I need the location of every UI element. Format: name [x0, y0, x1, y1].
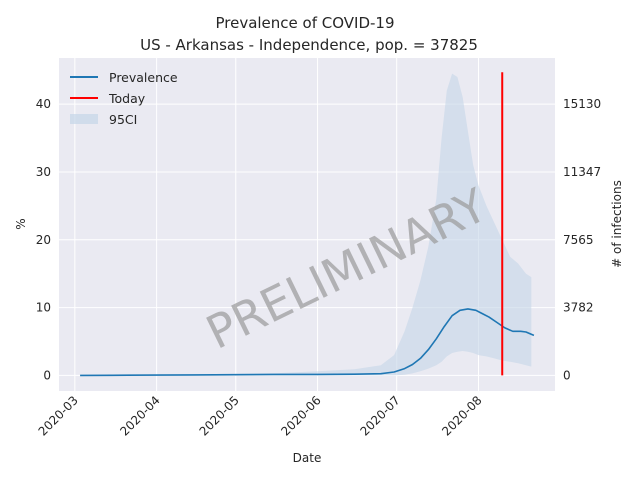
- legend: Prevalence Today 95CI: [70, 70, 178, 127]
- ci-band: [80, 73, 532, 376]
- x-tick-label: 2020-06: [278, 393, 323, 438]
- x-tick-label: 2020-05: [197, 393, 242, 438]
- x-axis-label: Date: [293, 451, 322, 465]
- chart-title: Prevalence of COVID-19: [215, 14, 394, 32]
- legend-swatch-95ci: [70, 114, 98, 124]
- y-tick-label: 20: [36, 233, 51, 247]
- prevalence-line: [80, 308, 535, 377]
- y2-tick-label: 15130: [563, 97, 601, 111]
- y2-tick-label: 0: [563, 368, 571, 382]
- y2-tick-label: 3782: [563, 301, 594, 315]
- y-tick-label: 10: [36, 301, 51, 315]
- x-tick-label: 2020-04: [117, 393, 162, 438]
- y2-tick-label: 7565: [563, 233, 594, 247]
- legend-label-prevalence: Prevalence: [109, 70, 178, 85]
- y2-tick-label: 11347: [563, 165, 601, 179]
- y-tick-label: 40: [36, 97, 51, 111]
- legend-label-today: Today: [108, 91, 146, 106]
- legend-label-95ci: 95CI: [109, 112, 137, 127]
- ci-band-group: [80, 73, 532, 376]
- y-tick-label: 30: [36, 165, 51, 179]
- x-tick-label: 2020-07: [357, 393, 402, 438]
- series-group: [80, 308, 535, 377]
- y-tick-labels: 0 10 20 30 40: [36, 97, 51, 382]
- y-tick-label: 0: [43, 368, 51, 382]
- y2-axis-label: # of infections: [610, 180, 624, 268]
- x-tick-label: 2020-03: [36, 393, 81, 438]
- x-tick-label: 2020-08: [439, 393, 484, 438]
- y-axis-label: %: [14, 218, 28, 229]
- x-tick-labels: 2020-03 2020-04 2020-05 2020-06 2020-07 2020-…: [36, 393, 485, 438]
- chart-subtitle: US - Arkansas - Independence, pop. = 378…: [140, 36, 478, 54]
- y2-tick-labels: 0 3782 7565 11347 15130: [563, 97, 601, 382]
